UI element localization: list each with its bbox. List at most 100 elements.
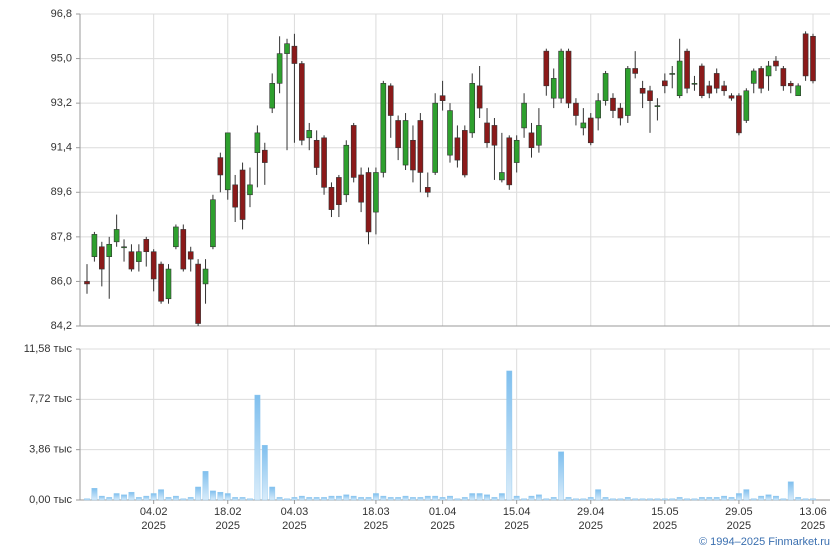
candle-body — [713, 73, 720, 89]
volume-bar — [276, 497, 283, 501]
volume-bar — [587, 497, 594, 501]
x-tick-label: 29.05 — [725, 506, 753, 518]
volume-bar — [306, 497, 313, 501]
volume-bar — [410, 497, 416, 501]
candle-body — [165, 268, 172, 300]
candle-body — [580, 122, 587, 129]
volume-bar — [632, 498, 639, 501]
candle-body — [795, 85, 801, 97]
volume-bar — [454, 498, 461, 501]
candle-body — [565, 50, 572, 104]
candle-body — [410, 139, 416, 171]
x-tick-label: 04.02 — [140, 506, 168, 518]
volume-bar — [365, 497, 372, 501]
volume-bar — [121, 494, 127, 501]
candle-body — [787, 83, 794, 87]
volume-bar — [713, 497, 720, 501]
candle-body — [343, 144, 350, 196]
candle-body — [476, 85, 483, 109]
y-tick-label: 93,2 — [51, 97, 72, 109]
volume-bar — [558, 451, 565, 501]
volume-bar — [647, 498, 653, 501]
candle-body — [550, 78, 557, 99]
candle-body — [395, 120, 401, 149]
x-tick-year: 2025 — [430, 520, 454, 532]
candle-body — [676, 60, 683, 97]
volume-bar — [661, 498, 668, 501]
volume-bar — [447, 495, 453, 501]
candle-body — [691, 83, 698, 85]
volume-bar — [84, 498, 90, 501]
volume-bar — [395, 497, 402, 501]
candle-body — [499, 172, 505, 181]
candle-body — [106, 243, 113, 257]
candle-body — [780, 68, 787, 87]
candle-body — [350, 125, 357, 178]
volume-bar — [254, 394, 261, 501]
candle-body — [624, 68, 631, 116]
volume-bar — [113, 493, 120, 501]
candle-body — [513, 139, 520, 163]
volume-bar — [187, 497, 194, 501]
candle-body — [217, 157, 224, 176]
candle-body — [454, 137, 461, 161]
volume-bar — [521, 498, 527, 501]
volume-bar — [736, 493, 742, 501]
candle-body — [224, 132, 231, 191]
x-tick-label: 01.04 — [429, 506, 457, 518]
candle-body — [765, 65, 772, 77]
candle-body — [602, 73, 609, 101]
volume-bar — [128, 491, 135, 501]
volume-bar — [476, 493, 483, 501]
x-tick-label: 13.06 — [799, 506, 827, 518]
candle-body — [387, 85, 394, 116]
candle-body — [528, 132, 535, 149]
candle-body — [669, 73, 676, 75]
candle-body — [750, 70, 757, 84]
x-tick-year: 2025 — [364, 520, 388, 532]
volume-bar — [595, 489, 602, 501]
volume-bar — [439, 497, 446, 501]
candle-body — [269, 83, 276, 109]
candle-body — [365, 172, 372, 233]
y-tick-label: 87,8 — [51, 231, 72, 243]
candle-body — [632, 68, 639, 74]
volume-bar — [684, 498, 690, 501]
candle-body — [610, 97, 616, 111]
volume-bar — [498, 493, 505, 501]
volume-bar — [691, 498, 698, 501]
x-tick-label: 18.03 — [362, 506, 390, 518]
candle-body — [743, 90, 750, 121]
candle-body — [573, 102, 579, 116]
volume-bar — [573, 498, 579, 501]
volume-bar — [721, 495, 728, 501]
volume-bar — [402, 495, 409, 501]
x-tick-label: 15.04 — [503, 506, 531, 518]
y-tick-label: 11,58 тыс — [24, 343, 73, 355]
candle-body — [462, 130, 468, 176]
y-tick-label: 96,8 — [51, 8, 72, 20]
candle-body — [143, 239, 150, 253]
candle-body — [617, 107, 624, 119]
y-tick-label: 89,6 — [51, 186, 72, 198]
candle-body — [447, 110, 453, 156]
x-tick-label: 04.03 — [281, 506, 309, 518]
candle-body — [336, 177, 342, 205]
candle-body — [195, 263, 201, 324]
volume-bar — [743, 489, 750, 501]
candle-body — [736, 95, 742, 134]
x-tick-year: 2025 — [504, 520, 528, 532]
volume-bar — [424, 495, 431, 501]
volume-bar — [239, 497, 246, 501]
volume-bar — [328, 495, 335, 501]
candle-body — [128, 251, 135, 270]
candle-body — [180, 229, 187, 270]
volume-bar — [543, 498, 550, 501]
volume-bar — [380, 495, 387, 501]
footer: © 1994–2025 Finmarket.ru — [699, 536, 830, 548]
volume-bar — [758, 495, 765, 501]
candle-body — [113, 229, 120, 243]
candle-body — [150, 251, 157, 280]
volume-bar — [528, 495, 535, 501]
candle-body — [639, 87, 646, 94]
